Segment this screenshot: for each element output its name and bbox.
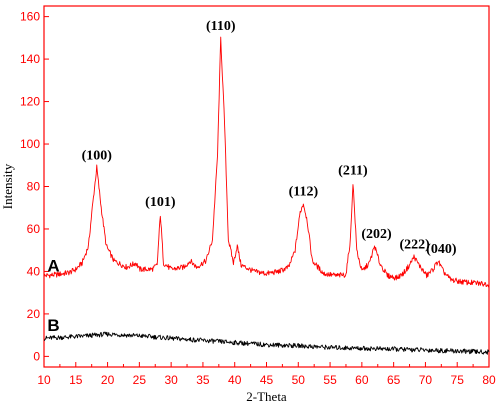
peak-label: (040): [426, 242, 457, 257]
ticks-layer: 10 15 20 25 30 35 40 45 50 55 60 65 70 75 80 0 20 40 60 80 1…: [20, 10, 496, 387]
peak-label: (112): [289, 184, 319, 199]
x-tick-label: 25: [133, 373, 147, 387]
x-tick-label: 40: [228, 373, 242, 387]
labels-layer: (100) (101) (110) (112) (211) (202) (222)(040)…: [47, 19, 456, 335]
x-tick-label: 30: [164, 373, 178, 387]
x-tick-label: 10: [37, 373, 51, 387]
series-B-line: [43, 331, 490, 355]
series-A-line: [43, 36, 490, 288]
peak-label: (110): [206, 19, 236, 34]
plot-frame: [43, 5, 490, 368]
peak-label: (211): [338, 163, 368, 178]
y-tick-label: 100: [20, 137, 40, 151]
x-tick-label: 70: [419, 373, 433, 387]
y-tick-label: 0: [33, 349, 40, 363]
y-tick-label: 40: [27, 264, 41, 278]
x-tick-label: 55: [323, 373, 337, 387]
y-tick-label: 140: [20, 52, 40, 66]
peak-label: (222): [399, 238, 430, 253]
x-tick-label: 45: [260, 373, 274, 387]
x-tick-label: 20: [101, 373, 115, 387]
x-tick-label: 80: [482, 373, 496, 387]
peak-label: (202): [361, 227, 392, 242]
y-axis-title: Intensity: [0, 163, 15, 209]
x-tick-label: 65: [387, 373, 401, 387]
x-tick-label: 60: [355, 373, 369, 387]
y-tick-label: 160: [20, 10, 40, 24]
x-tick-label: 15: [69, 373, 83, 387]
x-tick-label: 35: [196, 373, 210, 387]
x-tick-label: 75: [451, 373, 465, 387]
x-axis-title: 2-Theta: [246, 389, 287, 404]
peak-label: (101): [145, 195, 176, 210]
series-label: A: [47, 256, 59, 275]
y-tick-label: 120: [20, 95, 40, 109]
plot-border: [43, 5, 490, 368]
y-tick-label: 80: [27, 180, 41, 194]
y-tick-label: 60: [27, 222, 41, 236]
series-label: B: [47, 316, 59, 335]
y-tick-label: 20: [27, 307, 41, 321]
x-tick-label: 50: [292, 373, 306, 387]
peak-label: (100): [82, 148, 113, 163]
series-layer: [43, 36, 490, 355]
